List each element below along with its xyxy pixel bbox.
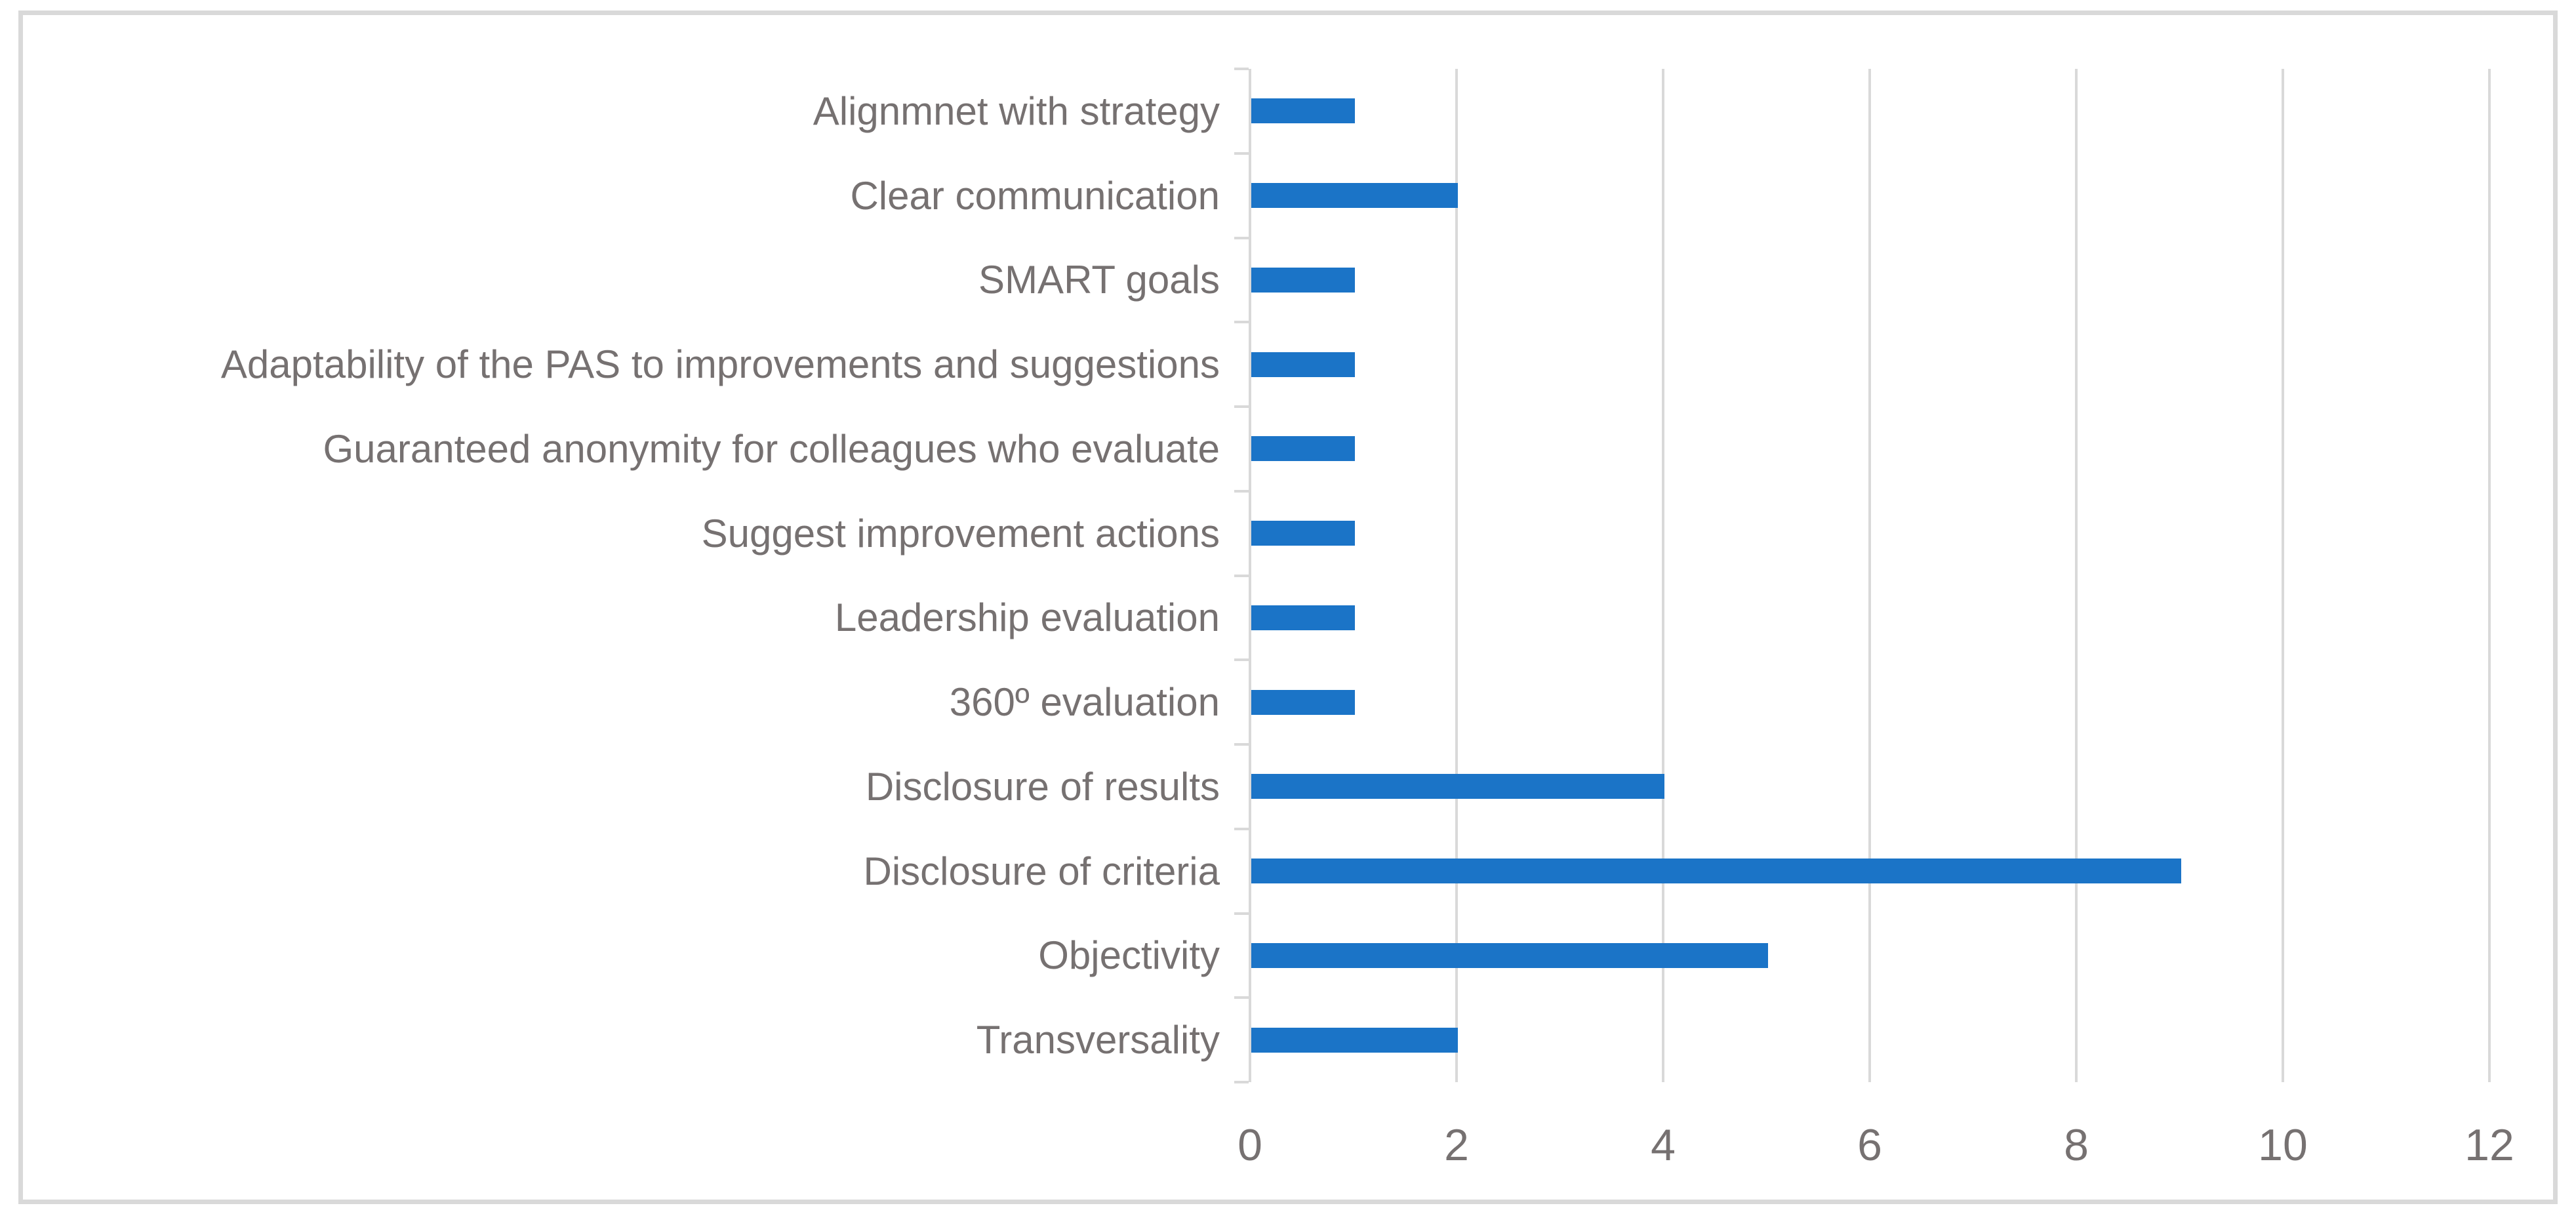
bar: [1251, 859, 2181, 884]
category-axis-tick: [1234, 574, 1249, 577]
category-axis-tick: [1234, 321, 1249, 324]
category-axis-line: [1249, 69, 1251, 1082]
bar: [1251, 267, 1355, 293]
x-tick-label: 10: [2258, 1120, 2308, 1170]
category-label: Clear communication: [850, 173, 1220, 218]
category-axis-tick: [1234, 236, 1249, 239]
category-axis-tick: [1234, 827, 1249, 830]
bar: [1251, 521, 1355, 546]
bar: [1251, 605, 1355, 630]
x-tick-label: 4: [1651, 1120, 1676, 1170]
bar: [1251, 942, 1768, 968]
category-label: Objectivity: [1038, 933, 1220, 978]
category-axis-tick: [1234, 405, 1249, 408]
category-label: Disclosure of criteria: [863, 849, 1220, 893]
gridline-x-8: [2075, 69, 2078, 1082]
category-axis-tick: [1234, 743, 1249, 746]
category-axis-tick: [1234, 912, 1249, 915]
category-axis-tick: [1234, 68, 1249, 70]
x-tick-label: 12: [2465, 1120, 2514, 1170]
gridline-x-10: [2282, 69, 2284, 1082]
gridline-x-12: [2488, 69, 2491, 1082]
gridline-x-2: [1455, 69, 1458, 1082]
category-label: 360º evaluation: [949, 680, 1220, 725]
category-axis-tick: [1234, 152, 1249, 155]
x-tick-label: 0: [1238, 1120, 1262, 1170]
category-label: Disclosure of results: [865, 764, 1220, 809]
category-label: SMART goals: [978, 258, 1220, 302]
x-tick-label: 6: [1857, 1120, 1882, 1170]
bar: [1251, 436, 1355, 462]
bar: [1251, 774, 1664, 799]
gridline-x-4: [1662, 69, 1664, 1082]
category-axis-tick: [1234, 658, 1249, 662]
bar: [1251, 183, 1458, 209]
category-axis-tick: [1234, 489, 1249, 493]
category-label: Suggest improvement actions: [701, 511, 1220, 556]
x-tick-label: 2: [1444, 1120, 1469, 1170]
category-label: Adaptability of the PAS to improvements …: [220, 342, 1220, 387]
category-label: Guaranteed anonymity for colleagues who …: [323, 426, 1220, 471]
category-label: Leadership evaluation: [834, 596, 1220, 640]
bar: [1251, 352, 1355, 377]
category-axis-tick: [1234, 1081, 1249, 1083]
x-tick-label: 8: [2064, 1120, 2089, 1170]
bar: [1251, 98, 1355, 124]
bar: [1251, 689, 1355, 715]
category-label: Transversality: [976, 1018, 1220, 1062]
category-label: Alignmnet with strategy: [813, 89, 1220, 133]
category-axis-tick: [1234, 996, 1249, 1000]
gridline-x-6: [1868, 69, 1871, 1082]
bar: [1251, 1027, 1458, 1053]
